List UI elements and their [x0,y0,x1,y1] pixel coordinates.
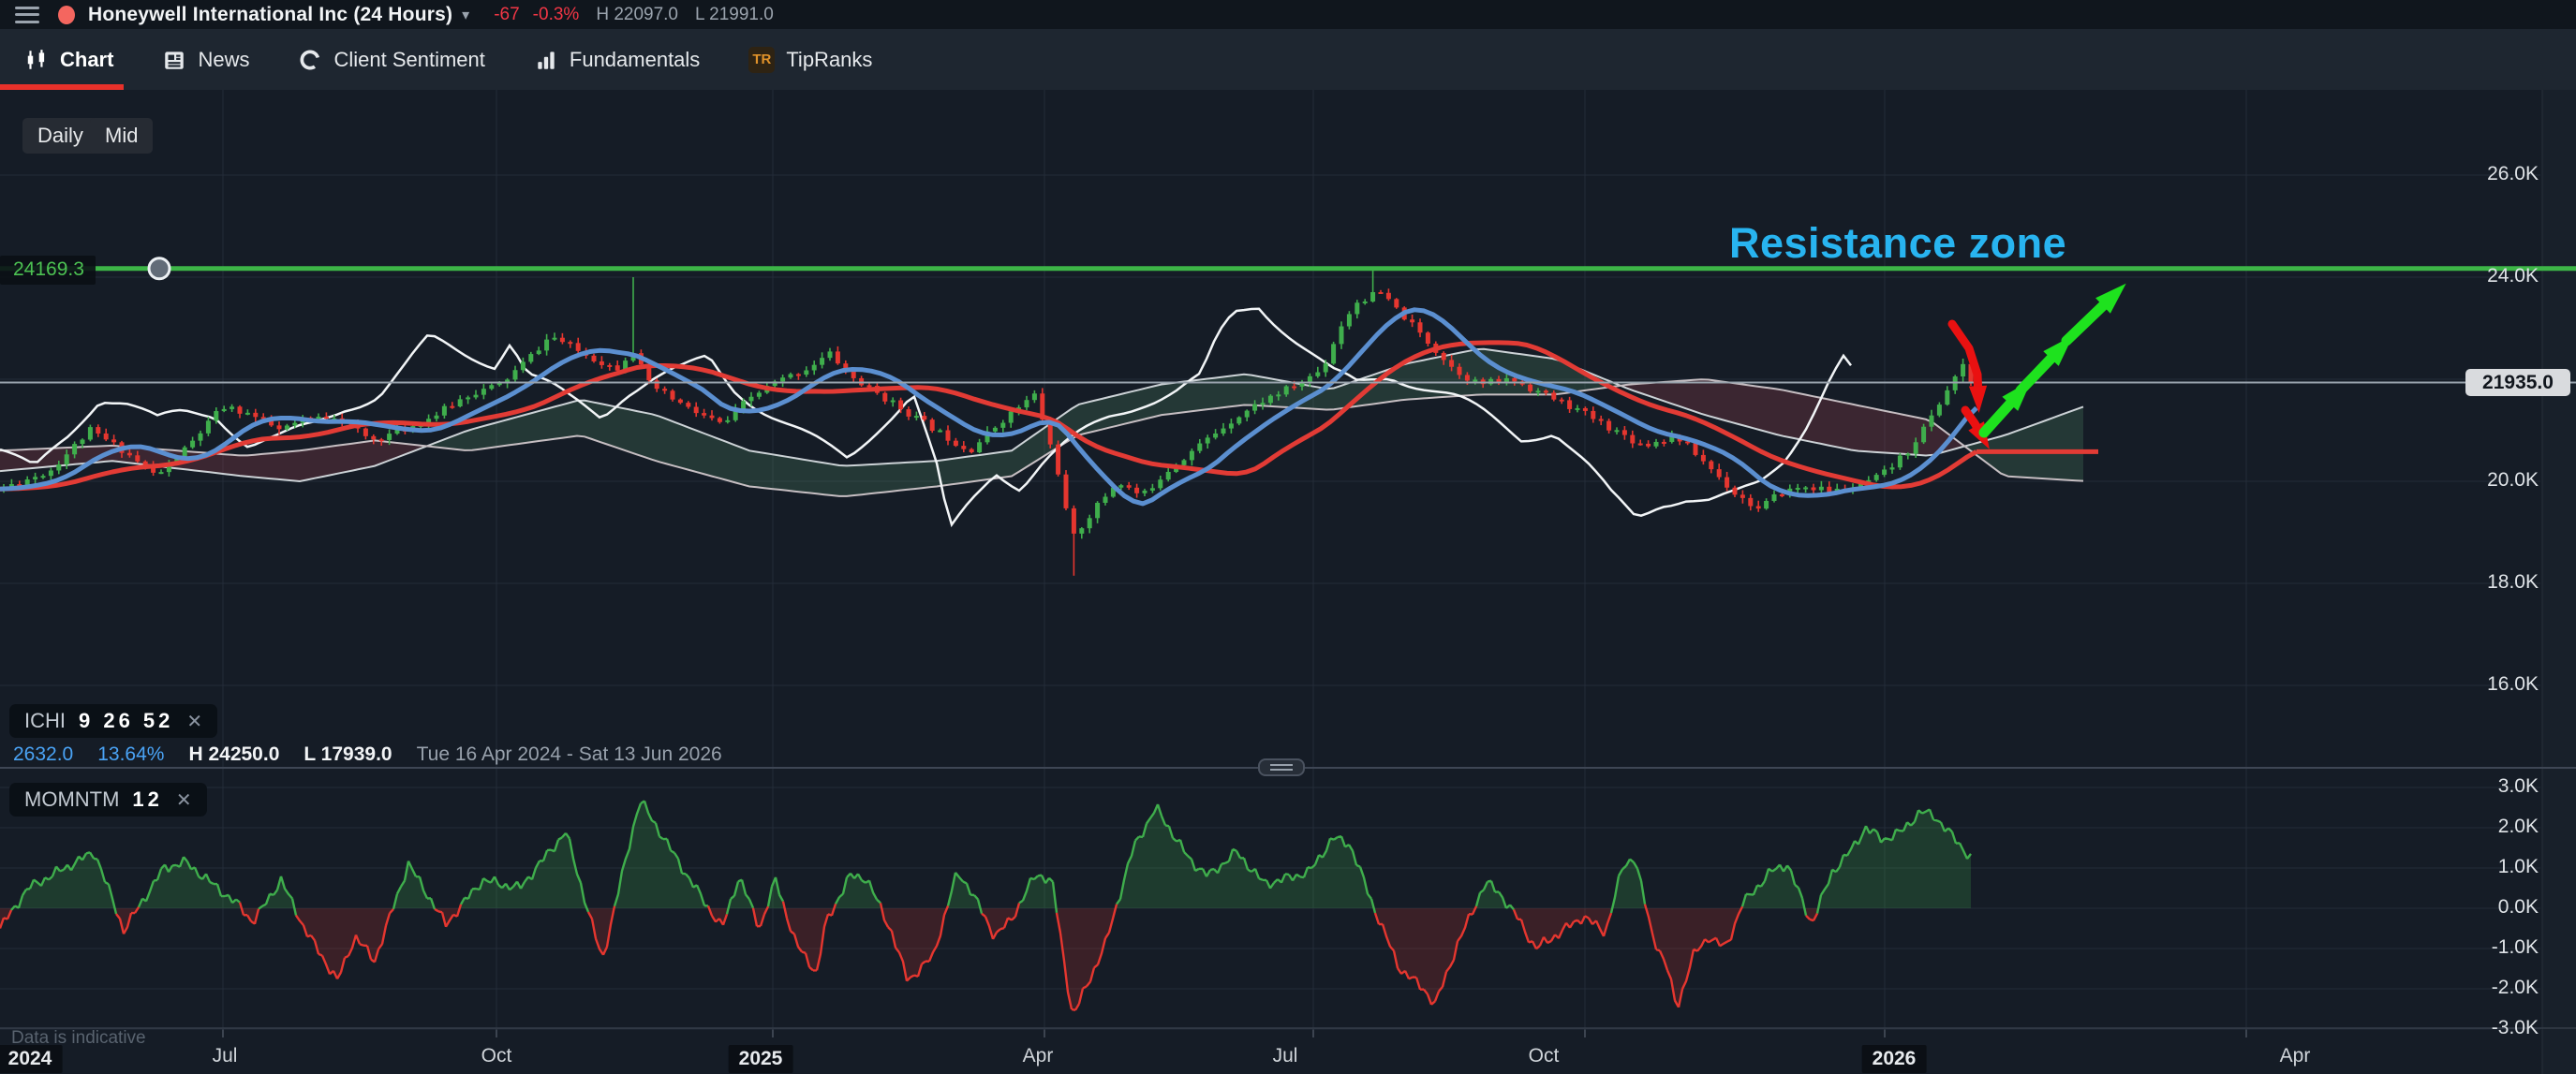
timeframe-mid-button[interactable]: Mid [90,118,154,154]
tab-client-sentiment[interactable]: Client Sentiment [298,47,485,72]
day-high: H 22097.0 [596,4,678,24]
bar-chart-icon [538,51,555,69]
pane-resize-handle[interactable] [1258,758,1305,776]
instrument-title[interactable]: Honeywell International Inc (24 Hours) [88,3,453,25]
price-change-percent: -0.3% [532,4,580,24]
tab-bar: Chart News Client Sentiment Fundamentals… [0,29,2576,90]
tipranks-logo-icon: TR [748,46,776,73]
tab-label: Chart [60,47,114,71]
ichimoku-indicator-pill[interactable]: ICHI 9 26 52 ✕ [9,704,218,738]
momentum-indicator-pill[interactable]: MOMNTM 12 ✕ [9,783,207,817]
tab-label: News [198,47,250,71]
menu-icon[interactable] [15,6,39,23]
day-low: L 21991.0 [695,4,774,24]
tab-tipranks[interactable]: TR TipRanks [748,46,873,73]
sentiment-gauge-icon [300,49,320,70]
remove-indicator-icon[interactable]: ✕ [175,789,192,811]
news-icon [165,51,185,69]
market-status-dot [58,5,75,24]
indicator-params: 12 [132,787,163,811]
active-tab-indicator [0,84,124,90]
tab-label: Fundamentals [569,47,701,71]
remove-indicator-icon[interactable]: ✕ [186,711,203,732]
price-change: -67 [494,4,520,24]
tab-fundamentals[interactable]: Fundamentals [534,48,700,72]
candlestick-chart-icon [27,49,45,69]
tab-news[interactable]: News [162,48,249,72]
chevron-down-icon[interactable]: ▾ [462,7,470,23]
header-bar: Honeywell International Inc (24 Hours) ▾… [0,0,2576,29]
tab-label: Client Sentiment [333,47,485,71]
tab-label: TipRanks [786,47,873,71]
indicator-name: ICHI [24,709,66,732]
indicator-name: MOMNTM [24,787,120,811]
tab-chart[interactable]: Chart [24,48,113,72]
timeframe-daily-button[interactable]: Daily [22,118,98,154]
indicator-params: 9 26 52 [79,709,174,732]
